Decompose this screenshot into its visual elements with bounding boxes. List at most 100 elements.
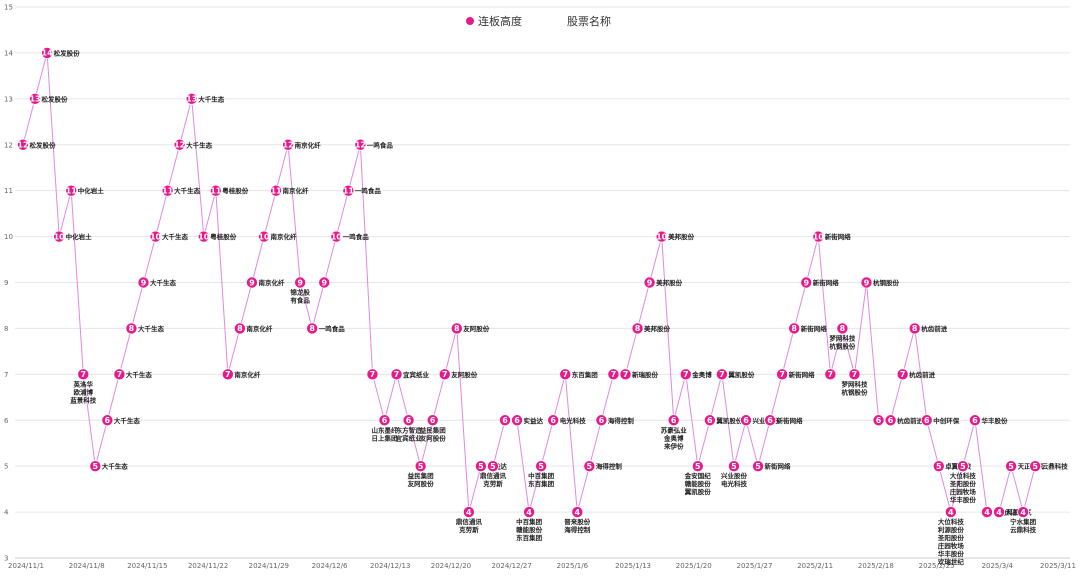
data-point[interactable]: 8 友阿股份 (450, 322, 490, 335)
data-point[interactable]: 10 新街网络 (812, 230, 852, 243)
x-tick-label: 2024/12/20 (431, 562, 471, 570)
data-point[interactable]: 10 粤桂股份 (197, 230, 237, 243)
y-tick-label: 14 (4, 49, 13, 57)
data-point[interactable]: 9 大千生态 (137, 276, 177, 289)
data-point[interactable]: 11 中化岩土 (65, 184, 105, 197)
data-point[interactable]: 6 电光科技 (547, 414, 587, 427)
data-point[interactable]: 6 (872, 414, 885, 427)
point-marker (715, 368, 728, 381)
point-value-label: 5 (538, 462, 544, 471)
data-point[interactable]: 12 大千生态 (173, 138, 213, 151)
data-point[interactable]: 6 (498, 414, 511, 427)
data-point[interactable]: 5 海得控制 (583, 460, 623, 473)
data-point[interactable]: 7 (366, 368, 379, 381)
data-point[interactable]: 11 南京化纤 (270, 184, 309, 197)
data-point[interactable]: 10 中化岩土 (53, 230, 93, 243)
data-point[interactable]: 11 一鸣食品 (342, 184, 382, 197)
data-point[interactable]: 13 大千生态 (185, 92, 225, 105)
data-point[interactable]: 6 大千生态 (101, 414, 141, 427)
data-point[interactable]: 9 (318, 276, 331, 289)
legend-label-height[interactable]: 连板高度 (478, 14, 522, 28)
point-stock-name: 松发股份 (42, 94, 69, 103)
data-point[interactable]: 6 杭齿前进 (884, 414, 924, 427)
data-point[interactable]: 6 华丰股份 (968, 414, 1008, 427)
data-point[interactable]: 7 新瑞股份 (619, 368, 659, 381)
point-stock-name: 新街网络 (789, 370, 816, 379)
data-point[interactable]: 12 南京化纤 (282, 138, 322, 151)
point-marker (679, 368, 692, 381)
data-point[interactable]: 12 一鸣食品 (354, 138, 394, 151)
data-point[interactable]: 10 一鸣食品 (330, 230, 370, 243)
data-point[interactable]: 9 美邦股份 (643, 276, 683, 289)
point-marker (523, 506, 536, 519)
point-marker (800, 276, 813, 289)
data-point[interactable]: 5 云鼎科技 (1029, 460, 1069, 473)
data-point[interactable]: 9 杭钢股份 (860, 276, 900, 289)
data-point[interactable]: 7 新街网络 (776, 368, 816, 381)
data-point[interactable]: 8 杭齿前进 (908, 322, 948, 335)
point-marker (209, 184, 222, 197)
data-point[interactable]: 9 南京化纤 (245, 276, 285, 289)
data-point[interactable]: 7 (607, 368, 620, 381)
data-point[interactable]: 7 翼凯股份 (715, 368, 755, 381)
data-point[interactable]: 12 松发股份 (16, 138, 56, 151)
data-point[interactable]: 11 粤桂股份 (209, 184, 249, 197)
data-point[interactable]: 6 海得控制 (595, 414, 635, 427)
data-point[interactable]: 4 恒为科技 (981, 506, 1020, 519)
data-point[interactable]: 7 友阿股份 (438, 368, 478, 381)
data-point[interactable]: 6 实益达 (511, 414, 544, 427)
data-point[interactable]: 7 南京化纤 (221, 368, 261, 381)
data-point[interactable]: 6 新街网络 (764, 414, 804, 427)
y-tick-label: 7 (4, 371, 8, 379)
data-point[interactable]: 6 翼凯股份 (703, 414, 743, 427)
data-point[interactable]: 7 东百集团 (559, 368, 599, 381)
data-point[interactable]: 7 大千生态 (113, 368, 153, 381)
data-point[interactable]: 14 松发股份 (41, 46, 81, 59)
data-point[interactable]: 7 宜宾纸业 (390, 368, 430, 381)
data-point[interactable]: 7 杭齿前进 (896, 368, 936, 381)
data-point[interactable]: 13 松发股份 (29, 92, 69, 105)
data-point[interactable]: 8 新街网络 (788, 322, 828, 335)
point-value-label: 9 (803, 278, 809, 287)
point-marker (149, 230, 162, 243)
data-point[interactable]: 11 大千生态 (161, 184, 201, 197)
legend-label-stock-name[interactable]: 股票名称 (567, 14, 611, 28)
data-point[interactable]: 8 南京化纤 (233, 322, 273, 335)
data-point[interactable]: 8 一鸣食品 (306, 322, 346, 335)
data-point[interactable]: 7 (824, 368, 837, 381)
point-stock-label: 大千生态 (186, 140, 213, 149)
data-point[interactable]: 10 美邦股份 (655, 230, 695, 243)
data-point[interactable]: 8 大千生态 (125, 322, 165, 335)
data-point[interactable]: 7 金奥博 (679, 368, 712, 381)
point-marker (884, 414, 897, 427)
data-point[interactable]: 6 中创环保 (920, 414, 960, 427)
point-stock-name: 新街网络 (765, 462, 792, 471)
data-point[interactable]: 9 新街网络 (800, 276, 840, 289)
data-point[interactable]: 10 南京化纤 (257, 230, 297, 243)
point-stock-name: 大千生态 (150, 278, 177, 287)
point-stock-name: 南京化纤 (234, 370, 261, 379)
data-point[interactable]: 5 大千生态 (89, 460, 129, 473)
data-point[interactable]: 8 美邦股份 (631, 322, 671, 335)
data-point[interactable]: 10 大千生态 (149, 230, 189, 243)
data-point[interactable]: 5 新街网络 (752, 460, 792, 473)
